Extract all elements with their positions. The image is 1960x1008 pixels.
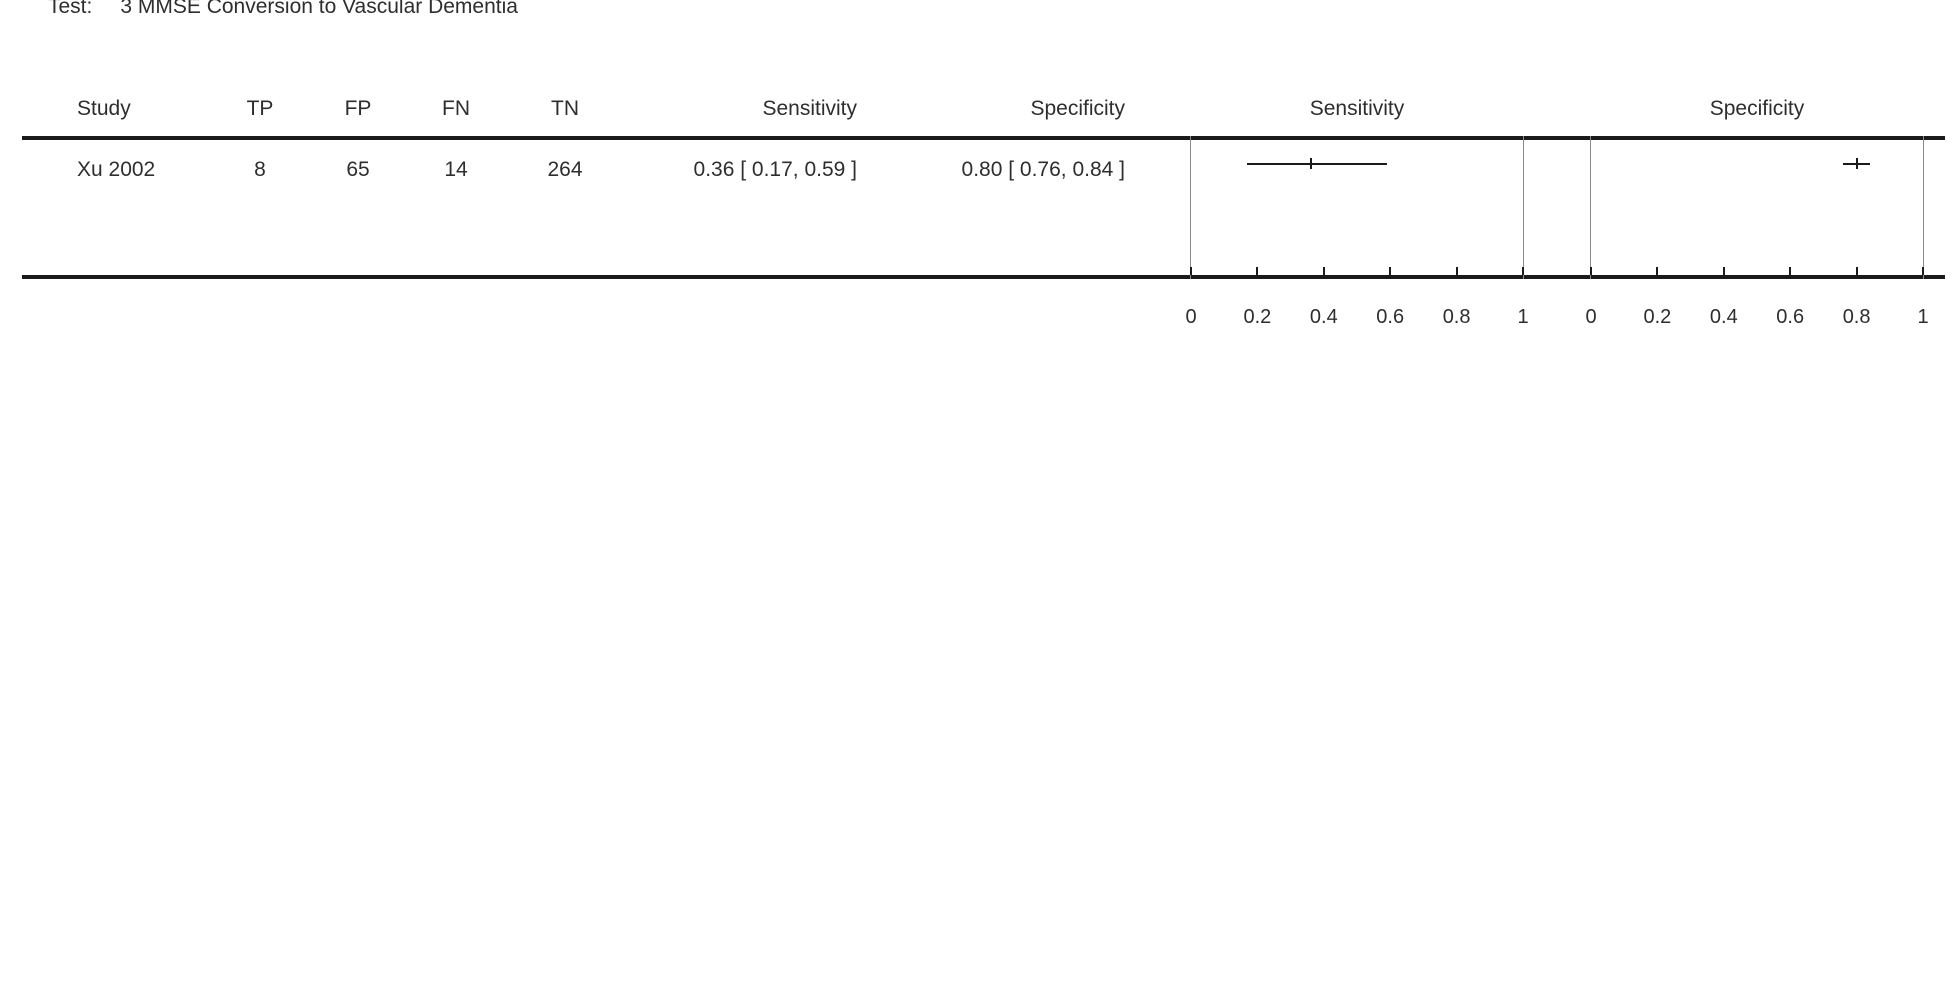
- sensitivity-plot-title: Sensitivity: [1309, 97, 1405, 120]
- axis-tick: [1322, 267, 1325, 275]
- axis-tick: [1590, 267, 1592, 275]
- axis-tick: [1722, 267, 1725, 275]
- axis-tick-label: 0.2: [1643, 306, 1672, 328]
- study-cell: Xu 2002: [77, 158, 156, 181]
- col-header-fp: FP: [344, 97, 372, 120]
- sensitivity-ci-cell: 0.36 [ 0.17, 0.59 ]: [693, 158, 857, 181]
- fp-cell: 65: [346, 158, 370, 181]
- col-header-study: Study: [77, 97, 131, 120]
- page-title: Test: 3 MMSE Conversion to Vascular Demen…: [48, 0, 518, 19]
- axis-tick-label: 1: [1917, 306, 1929, 328]
- col-header-specificity: Specificity: [1030, 97, 1125, 120]
- axis-tick-label: 0.4: [1709, 306, 1738, 328]
- axis-tick: [1190, 267, 1192, 275]
- axis-tick: [1855, 267, 1858, 275]
- tn-cell: 264: [547, 158, 583, 181]
- col-header-fn: FN: [442, 97, 470, 120]
- point-estimate-marker: [1309, 158, 1312, 169]
- axis-tick-label: 0.8: [1442, 306, 1471, 328]
- axis-tick-label: 0.6: [1776, 306, 1805, 328]
- confidence-interval-line: [1247, 163, 1387, 165]
- axis-tick-label: 1: [1517, 306, 1529, 328]
- axis-tick: [1922, 267, 1924, 275]
- axis-tick: [1656, 267, 1659, 275]
- test-name: 3 MMSE Conversion to Vascular Dementia: [120, 0, 518, 18]
- specificity-plot-title: Specificity: [1709, 97, 1805, 120]
- table-bottom-rule: [22, 275, 1945, 279]
- axis-tick-label: 0.6: [1376, 306, 1405, 328]
- test-label: Test:: [48, 0, 93, 18]
- sensitivity-forest-panel: 0 0.2 0.4 0.6 0.8 1: [1185, 136, 1529, 328]
- tp-cell: 8: [254, 158, 266, 181]
- axis-tick: [1389, 267, 1392, 275]
- axis-tick: [1455, 267, 1458, 275]
- point-estimate-marker: [1855, 158, 1858, 169]
- specificity-ci-cell: 0.80 [ 0.76, 0.84 ]: [961, 158, 1125, 181]
- col-header-sensitivity: Sensitivity: [762, 97, 857, 120]
- specificity-forest-panel: 0 0.2 0.4 0.6 0.8 1: [1585, 136, 1929, 328]
- table-top-rule: [22, 136, 1945, 140]
- axis-tick: [1256, 267, 1259, 275]
- axis-tick-label: 0: [1185, 306, 1197, 328]
- col-header-tn: TN: [551, 97, 579, 120]
- col-header-tp: TP: [246, 97, 274, 120]
- axis-tick: [1789, 267, 1792, 275]
- axis-tick-label: 0: [1585, 306, 1597, 328]
- axis-tick-label: 0.2: [1243, 306, 1272, 328]
- axis-tick-label: 0.4: [1309, 306, 1338, 328]
- fn-cell: 14: [444, 158, 468, 181]
- axis-tick-label: 0.8: [1842, 306, 1871, 328]
- axis-tick: [1522, 267, 1524, 275]
